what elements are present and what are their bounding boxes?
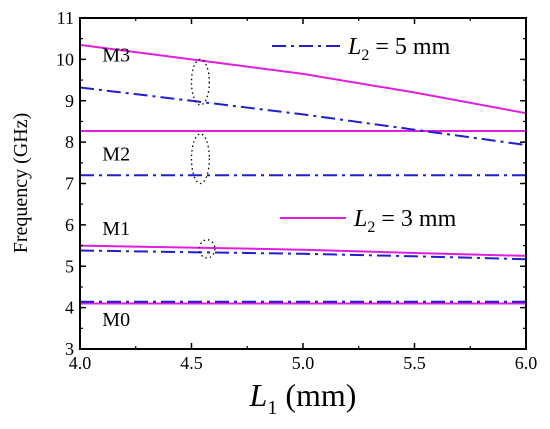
series-line-l2-5mm-m3 (79, 86, 527, 146)
mode-label-m2: M2 (102, 144, 130, 166)
x-tick-label: 6.0 (515, 353, 538, 373)
plot-frame (79, 17, 527, 350)
legend-value: = 5 mm (369, 34, 450, 60)
legend-entry-l2-5mm: L2 = 5 mm (272, 34, 451, 64)
y-tick-label: 5 (65, 256, 74, 276)
x-tick-label: 4.5 (180, 353, 203, 373)
y-tick-label: 7 (65, 174, 74, 194)
x-axis-symbol: L (249, 377, 268, 413)
y-axis-title: Frequency (GHz) (10, 113, 32, 254)
legend-subscript: 2 (367, 219, 375, 236)
x-tick-label: 5.5 (403, 353, 426, 373)
plot-content: M3 M2 M1 M0 (79, 43, 527, 331)
y-tick-label: 10 (56, 49, 74, 69)
y-tick-label: 3 (65, 339, 74, 359)
y-tick-label: 4 (65, 298, 74, 318)
series-line-l2-3mm-m1 (79, 244, 527, 257)
x-axis-title: L1 (mm) (249, 377, 357, 419)
x-axis-subscript: 1 (267, 397, 277, 419)
x-tick-label: 4.0 (69, 353, 92, 373)
series-line-l2-5mm-m1 (79, 249, 527, 261)
mode-group-ellipse (190, 133, 210, 185)
mode-label-m3: M3 (102, 44, 130, 66)
mode-group-ellipse (190, 58, 210, 106)
legend-symbol: L (353, 206, 367, 232)
legend-subscript: 2 (361, 47, 369, 64)
legend-entry-l2-3mm: L2 = 3 mm (280, 206, 457, 236)
mode-group-ellipse (198, 239, 216, 259)
mode-label-m1: M1 (102, 218, 130, 240)
series-line-l2-3mm-m3 (79, 43, 527, 115)
x-axis-unit: (mm) (285, 377, 356, 413)
axis-ticks: 4.0 4.5 5.0 5.5 6.0 3 4 5 6 7 8 9 10 11 (56, 8, 537, 373)
y-tick-label: 11 (57, 8, 74, 28)
mode-label-m0: M0 (102, 309, 130, 331)
y-tick-label: 9 (65, 91, 74, 111)
legend-label-l2-5mm: L2 = 5 mm (347, 34, 451, 64)
legend-value: = 3 mm (375, 206, 456, 232)
legend-symbol: L (347, 34, 361, 60)
y-tick-label: 8 (65, 132, 74, 152)
legend-label-l2-3mm: L2 = 3 mm (353, 206, 457, 236)
x-tick-label: 5.0 (292, 353, 315, 373)
y-tick-label: 6 (65, 215, 74, 235)
